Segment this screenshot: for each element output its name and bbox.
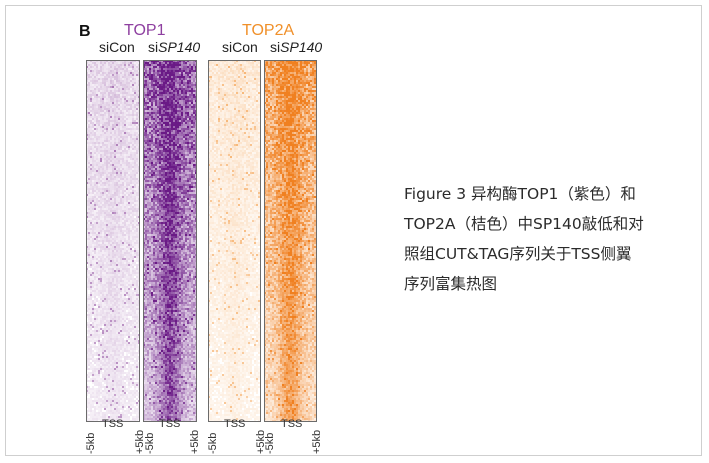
- figure-frame: B TOP1 TOP2A siCon siSP140 siCon siSP140…: [5, 5, 702, 456]
- column-label-sicon-top1: siCon: [99, 39, 135, 55]
- panel-letter: B: [79, 23, 91, 40]
- axis-tick-minus5kb: -5kb: [144, 432, 156, 454]
- axis-tick-plus5kb: +5kb: [189, 429, 201, 454]
- caption-line: 序列富集热图: [404, 275, 498, 293]
- axis-tick-plus5kb: +5kb: [311, 429, 323, 454]
- group-title-top1: TOP1: [124, 22, 166, 39]
- heatmap-top2a-sicon: [208, 60, 261, 422]
- caption-line: 照组CUT&TAG序列关于TSS侧翼: [404, 245, 632, 263]
- heatmap-top2a-sisp140: [264, 60, 317, 422]
- caption-line: Figure 3 异构酶TOP1（紫色）和: [404, 185, 636, 203]
- heatmap-top1-sicon: [86, 60, 140, 422]
- column-label-sicon-top2a: siCon: [222, 39, 258, 55]
- axis-tick-tss: TSS: [281, 418, 303, 430]
- axis-tick-minus5kb: -5kb: [207, 432, 219, 454]
- axis-tick-tss: TSS: [102, 418, 124, 430]
- figure-caption: Figure 3 异构酶TOP1（紫色）和 TOP2A（桔色）中SP140敲低和…: [404, 179, 694, 299]
- group-title-top2a: TOP2A: [242, 22, 295, 39]
- column-label-sisp140-top2a: siSP140: [270, 39, 323, 55]
- axis-tick-tss: TSS: [224, 418, 246, 430]
- axis-tick-minus5kb: -5kb: [85, 432, 97, 454]
- heatmap-top1-sisp140: [143, 60, 197, 422]
- axis-tick-tss: TSS: [159, 418, 181, 430]
- caption-line: TOP2A（桔色）中SP140敲低和对: [404, 215, 644, 233]
- column-label-sisp140-top1: siSP140: [148, 39, 201, 55]
- axis-tick-minus5kb: -5kb: [264, 432, 276, 454]
